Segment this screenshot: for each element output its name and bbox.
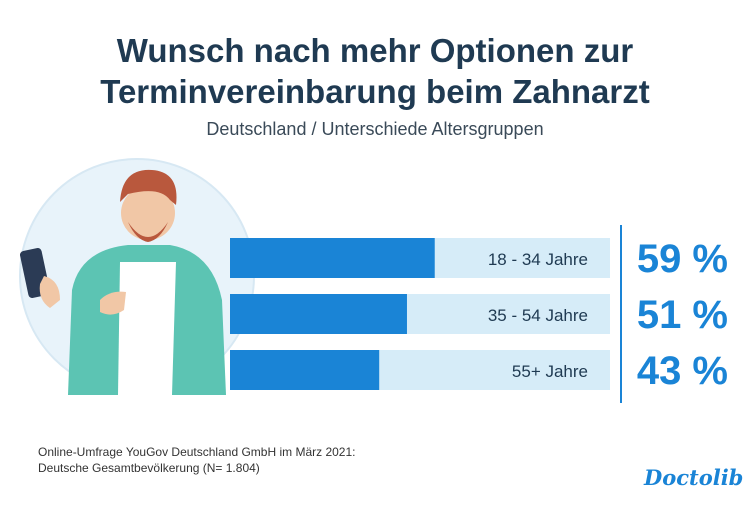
bars-group: 18 - 34 Jahre 59 % 35 - 54 Jahre 51 % 55+ Ja… <box>230 237 728 393</box>
category-label: 18 - 34 Jahre <box>488 250 588 269</box>
person-pointing-hand <box>100 291 126 315</box>
person-beard <box>128 222 168 242</box>
person-shirt <box>118 262 176 395</box>
doctolib-logo: Doctolib <box>644 465 744 490</box>
bar <box>230 294 407 334</box>
category-label: 35 - 54 Jahre <box>488 306 588 325</box>
person-hair <box>120 169 177 205</box>
footnote-line-2: Deutsche Gesamtbevölkerung (N= 1.804) <box>38 461 260 475</box>
bar <box>230 350 380 390</box>
title-line-2: Terminvereinbarung beim Zahnarzt <box>100 73 650 110</box>
bar <box>230 238 435 278</box>
footnote: Online-Umfrage YouGov Deutschland GmbH i… <box>38 444 355 476</box>
title-line-1: Wunsch nach mehr Optionen zur <box>116 32 634 69</box>
value-label: 59 % <box>637 237 728 281</box>
person-hand <box>39 276 60 308</box>
category-label: 55+ Jahre <box>512 362 588 381</box>
person-head <box>121 186 175 240</box>
person-illustration <box>19 158 255 395</box>
chart-subtitle: Deutschland / Unterschiede Altersgruppen <box>206 119 544 139</box>
chart-title: Wunsch nach mehr Optionen zur Terminvere… <box>0 30 750 112</box>
value-label: 43 % <box>637 349 728 393</box>
footnote-line-1: Online-Umfrage YouGov Deutschland GmbH i… <box>38 445 356 459</box>
value-label: 51 % <box>637 293 728 337</box>
